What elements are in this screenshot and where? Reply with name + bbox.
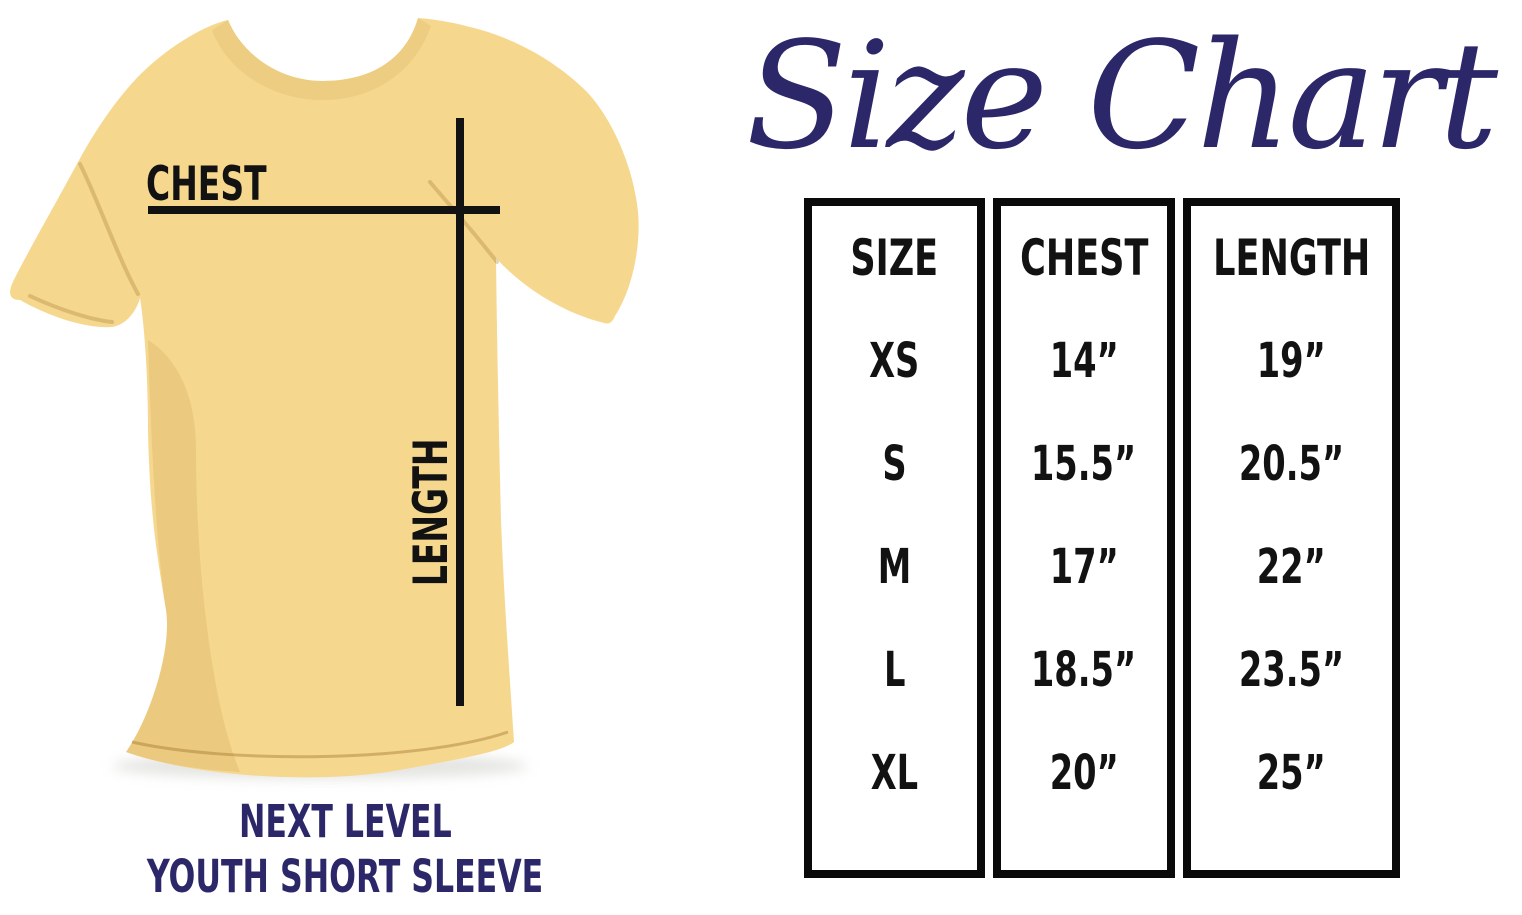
page-title-script: Size Chart xyxy=(745,10,1498,182)
table-row: 18.5” xyxy=(1001,618,1166,721)
product-caption-line1-text: NEXT LEVEL xyxy=(238,795,452,848)
length-label-text: LENGTH xyxy=(403,438,459,586)
table-row: 17” xyxy=(1001,515,1166,618)
column-header-chest: CHEST xyxy=(1001,206,1166,309)
chest-measure-line xyxy=(148,206,500,214)
table-row: M xyxy=(812,515,977,618)
length-measure-line xyxy=(456,118,464,706)
chest-label: CHEST xyxy=(146,161,301,208)
length-value: 19” xyxy=(1256,332,1326,389)
chest-label-text: CHEST xyxy=(146,157,267,212)
table-row: XS xyxy=(812,309,977,412)
length-value: 25” xyxy=(1256,744,1326,801)
column-header-size-text: SIZE xyxy=(850,228,939,287)
table-row: 15.5” xyxy=(1001,412,1166,515)
table-row: 20.5” xyxy=(1191,412,1392,515)
product-caption-line2: YOUTH SHORT SLEEVE xyxy=(35,849,655,904)
left-sleeve-seam xyxy=(78,162,140,296)
table-row: 19” xyxy=(1191,309,1392,412)
size-value: XS xyxy=(869,332,920,389)
product-caption-line1: NEXT LEVEL xyxy=(35,794,655,849)
length-value: 22” xyxy=(1256,538,1326,595)
size-table-column-chest: CHEST 14” 15.5” 17” 18.5” 20” xyxy=(993,198,1175,878)
column-header-chest-text: CHEST xyxy=(1019,228,1149,287)
chest-value: 15.5” xyxy=(1031,435,1137,492)
size-value: XL xyxy=(870,744,919,801)
collar-shape xyxy=(212,18,431,100)
table-row: 23.5” xyxy=(1191,618,1392,721)
column-header-size: SIZE xyxy=(812,206,977,309)
chest-value: 14” xyxy=(1049,332,1119,389)
shirt-shading-left xyxy=(126,340,240,772)
size-table: SIZE XS S M L XL CHEST 14” 15.5” 17” 18.… xyxy=(804,198,1401,878)
chest-value: 20” xyxy=(1049,744,1119,801)
column-header-length: LENGTH xyxy=(1191,206,1392,309)
shirt-body-shape xyxy=(10,18,639,778)
size-table-column-size: SIZE XS S M L XL xyxy=(804,198,986,878)
table-row: 14” xyxy=(1001,309,1166,412)
tshirt-image xyxy=(10,18,639,779)
table-row: XL xyxy=(812,721,977,824)
product-caption-line2-text: YOUTH SHORT SLEEVE xyxy=(146,850,544,904)
table-row: L xyxy=(812,618,977,721)
table-row: 25” xyxy=(1191,721,1392,824)
size-value: L xyxy=(883,641,906,698)
length-label: LENGTH xyxy=(403,427,459,597)
table-row: 20” xyxy=(1001,721,1166,824)
product-caption: NEXT LEVEL YOUTH SHORT SLEEVE xyxy=(35,794,655,905)
left-sleeve-fold xyxy=(28,294,114,324)
size-value: S xyxy=(882,435,907,492)
table-row: 22” xyxy=(1191,515,1392,618)
hem-stitching xyxy=(131,730,509,759)
column-header-length-text: LENGTH xyxy=(1212,228,1370,287)
chest-value: 17” xyxy=(1049,538,1119,595)
size-table-column-length: LENGTH 19” 20.5” 22” 23.5” 25” xyxy=(1182,198,1401,878)
table-row: S xyxy=(812,412,977,515)
length-value: 23.5” xyxy=(1238,641,1344,698)
chest-value: 18.5” xyxy=(1031,641,1137,698)
size-value: M xyxy=(877,538,912,595)
length-value: 20.5” xyxy=(1238,435,1344,492)
